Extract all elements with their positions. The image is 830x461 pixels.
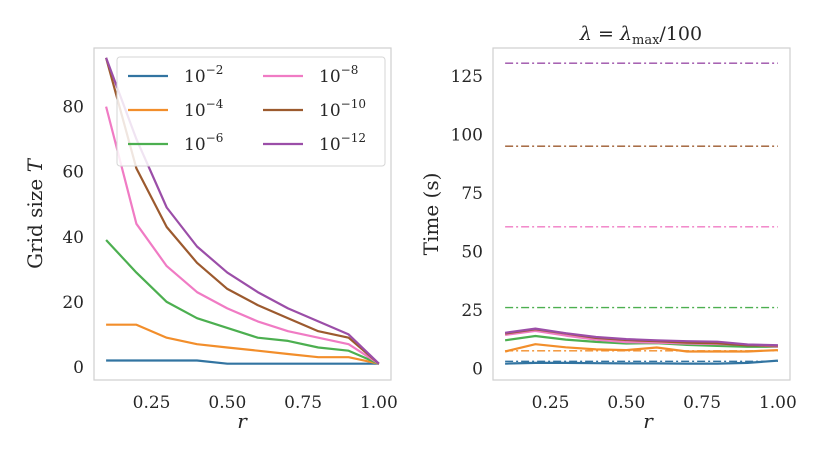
title-lambda: λ = λ bbox=[579, 23, 632, 45]
left-y-axis-label-var: T bbox=[23, 157, 47, 172]
x-tick-label: 0.75 bbox=[683, 393, 721, 413]
x-tick-label: 0.75 bbox=[284, 393, 322, 413]
series-line bbox=[105, 57, 380, 365]
legend-base: 10 bbox=[319, 67, 341, 87]
series-line bbox=[105, 106, 380, 365]
title-subscript: max bbox=[632, 33, 660, 48]
legend-exponent: −4 bbox=[206, 97, 224, 111]
y-tick-label: 50 bbox=[461, 242, 483, 262]
series-line bbox=[105, 239, 380, 365]
legend-label: 10−2 bbox=[184, 63, 223, 87]
x-tick-label: 0.25 bbox=[532, 393, 570, 413]
series-line bbox=[106, 359, 379, 365]
left-x-tick-labels: 0.25 0.50 0.75 1.00 bbox=[133, 393, 398, 413]
right-y-axis-label: Time (s) bbox=[419, 173, 443, 256]
right-x-axis-label: r bbox=[643, 409, 654, 433]
right-y-tick-labels: 0 25 50 75 100 125 bbox=[451, 67, 483, 379]
legend-label: 10−12 bbox=[319, 131, 366, 155]
y-tick-label: 100 bbox=[451, 126, 483, 146]
legend-label: 10−10 bbox=[319, 97, 366, 121]
y-tick-label: 0 bbox=[73, 358, 84, 378]
left-plot-frame bbox=[93, 47, 392, 381]
series-line bbox=[106, 323, 380, 365]
legend-exponent: −8 bbox=[341, 63, 359, 77]
left-series-lines bbox=[105, 57, 380, 365]
legend-box bbox=[116, 56, 386, 167]
legend-exponent: −2 bbox=[206, 63, 224, 77]
y-tick-label: 40 bbox=[62, 228, 84, 248]
title-suffix: /100 bbox=[659, 23, 702, 45]
series-line bbox=[505, 359, 778, 365]
series-line bbox=[504, 343, 778, 353]
left-y-axis-label: Grid size T bbox=[23, 157, 47, 269]
y-tick-label: 125 bbox=[451, 67, 483, 87]
right-x-tick-labels: 0.25 0.50 0.75 1.00 bbox=[532, 393, 797, 413]
left-y-axis-label-prefix: Grid size bbox=[23, 179, 47, 269]
left-y-tick-labels: 0 20 40 60 80 bbox=[62, 98, 84, 378]
y-tick-label: 0 bbox=[472, 359, 483, 379]
right-reference-lines bbox=[505, 62, 778, 362]
series-line bbox=[105, 57, 380, 365]
legend-exponent: −12 bbox=[341, 131, 366, 145]
y-tick-label: 80 bbox=[62, 98, 84, 118]
legend-base: 10 bbox=[184, 101, 206, 121]
x-tick-label: 1.00 bbox=[759, 393, 797, 413]
x-tick-label: 0.50 bbox=[208, 393, 246, 413]
left-panel: 0 20 40 60 80 0.25 0.50 0.75 1.00 r Grid size T… bbox=[23, 47, 398, 433]
y-tick-label: 60 bbox=[62, 163, 84, 183]
x-tick-label: 0.25 bbox=[133, 393, 171, 413]
legend-exponent: −6 bbox=[206, 131, 224, 145]
legend-base: 10 bbox=[319, 135, 341, 155]
legend-base: 10 bbox=[319, 101, 341, 121]
legend-base: 10 bbox=[184, 67, 206, 87]
y-tick-label: 75 bbox=[461, 184, 483, 204]
x-tick-label: 1.00 bbox=[360, 393, 398, 413]
legend-label: 10−4 bbox=[184, 97, 224, 121]
left-x-axis-label: r bbox=[237, 409, 248, 433]
legend-exponent: −10 bbox=[341, 97, 366, 111]
y-tick-label: 20 bbox=[62, 293, 84, 313]
y-tick-label: 25 bbox=[461, 301, 483, 321]
x-tick-label: 0.50 bbox=[607, 393, 645, 413]
series-line bbox=[504, 327, 778, 347]
right-plot-frame bbox=[492, 47, 791, 381]
right-chart-title: λ = λmax/100 bbox=[579, 23, 702, 48]
legend-label: 10−8 bbox=[319, 63, 358, 87]
right-panel: 0 25 50 75 100 125 0.25 0.50 0.75 1.00 r Time (s… bbox=[419, 23, 797, 433]
right-series-lines bbox=[504, 327, 778, 365]
legend-base: 10 bbox=[184, 135, 206, 155]
legend-label: 10−6 bbox=[184, 131, 223, 155]
